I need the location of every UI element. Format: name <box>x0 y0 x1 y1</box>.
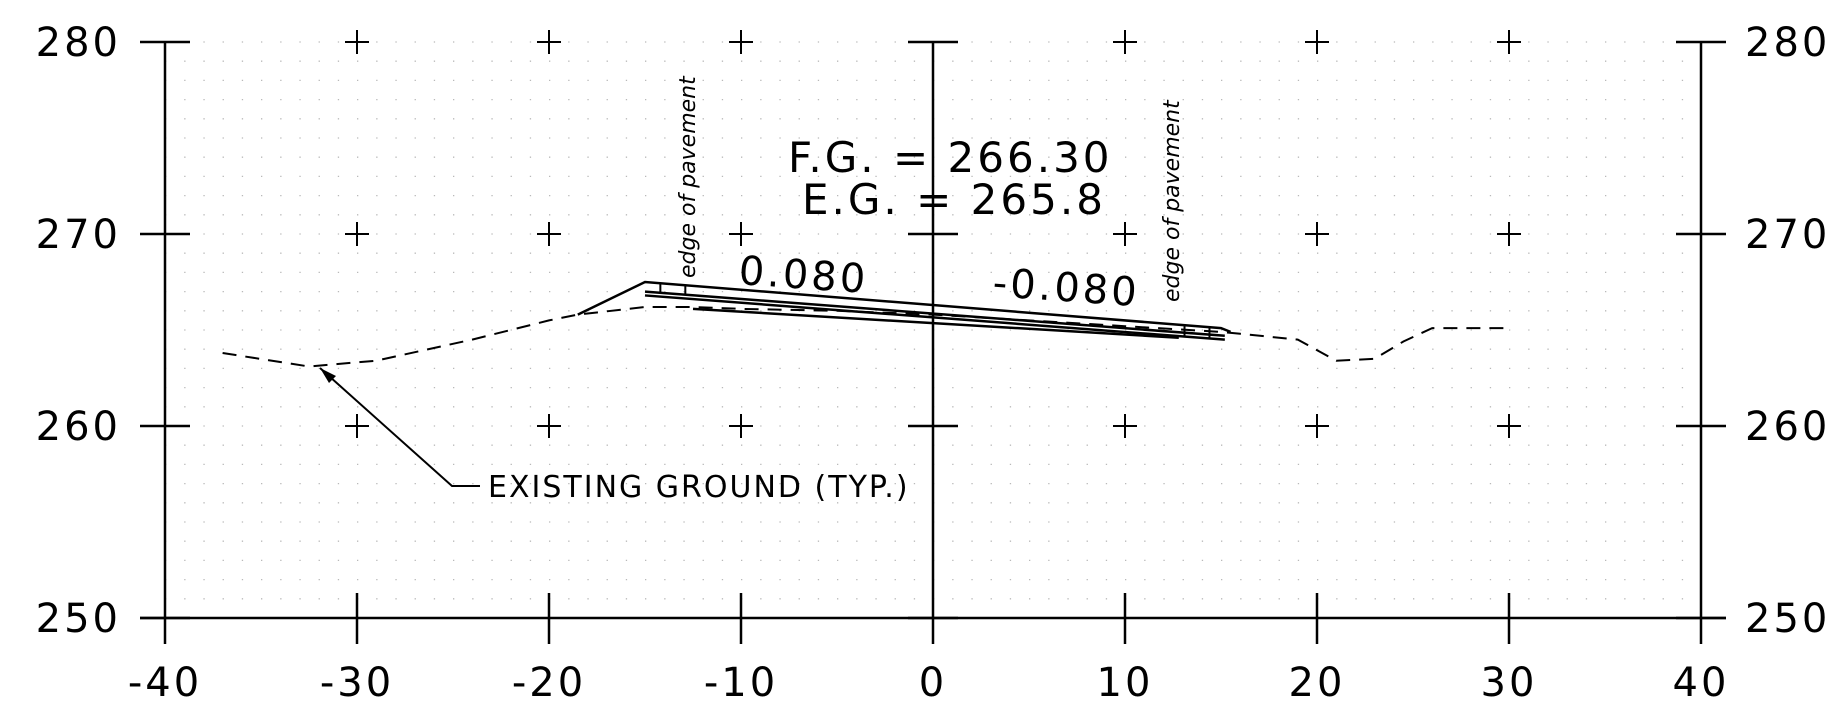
grid-cross <box>1113 414 1137 438</box>
pavement-slab-line <box>644 294 1225 341</box>
y-tick-label-left: 260 <box>36 404 121 450</box>
fg-label: F.G. = 266.30 <box>788 133 1113 182</box>
slope-left-label: 0.080 <box>737 248 869 303</box>
dotted-grid <box>165 41 1684 619</box>
callout-leader <box>319 367 480 487</box>
x-tick-label: 0 <box>919 660 947 706</box>
x-tick-label: 40 <box>1673 660 1730 706</box>
grid-cross <box>1497 222 1521 246</box>
x-tick-label: 20 <box>1289 660 1346 706</box>
series-line-0 <box>222 306 1509 368</box>
callout-arrowhead <box>320 368 336 383</box>
edge-of-pavement-left: edge of pavement <box>676 75 701 278</box>
x-tick-label: -10 <box>704 660 778 706</box>
grid-cross <box>1113 222 1137 246</box>
y-tick-label-right: 280 <box>1745 20 1830 66</box>
series-group <box>222 280 1509 368</box>
x-tick-label: 30 <box>1481 660 1538 706</box>
grid-cross <box>729 30 753 54</box>
series-line-3 <box>692 307 1179 339</box>
grid-cross <box>345 30 369 54</box>
grid-cross <box>1305 222 1329 246</box>
grid-cross <box>537 414 561 438</box>
y-tick-label-right: 250 <box>1745 596 1830 642</box>
y-tick-label-left: 250 <box>36 596 121 642</box>
y-tick-label-left: 270 <box>36 212 121 258</box>
tick-labels: 250 250 260 260 270 270 280 280 -40 -30 -20 -10 0 10 2… <box>36 20 1830 706</box>
grid-cross <box>729 222 753 246</box>
grid-cross <box>537 30 561 54</box>
grid-cross <box>345 222 369 246</box>
y-tick-label-right: 260 <box>1745 404 1830 450</box>
grid-cross <box>1113 30 1137 54</box>
y-tick-label-right: 270 <box>1745 212 1830 258</box>
grid-cross <box>1497 414 1521 438</box>
x-tick-label: 10 <box>1097 660 1154 706</box>
grid-cross <box>537 222 561 246</box>
x-tick-label: -40 <box>128 660 202 706</box>
y-tick-label-left: 280 <box>36 20 121 66</box>
series-line-1 <box>577 280 1232 334</box>
axes <box>140 30 1726 644</box>
grid-cross <box>1305 30 1329 54</box>
grid-cross <box>345 414 369 438</box>
grid-dots <box>165 41 1684 619</box>
grid-cross <box>1497 30 1521 54</box>
edge-of-pavement-right: edge of pavement <box>1160 99 1185 302</box>
grid-cross <box>729 414 753 438</box>
grid-cross <box>1305 414 1329 438</box>
series-line-2 <box>644 290 1225 338</box>
x-tick-label: -30 <box>320 660 394 706</box>
existing-ground-callout: EXISTING GROUND (TYP.) <box>488 470 910 505</box>
eg-label: E.G. = 265.8 <box>802 175 1106 224</box>
x-tick-label: -20 <box>512 660 586 706</box>
slope-right-label: -0.080 <box>991 260 1141 316</box>
